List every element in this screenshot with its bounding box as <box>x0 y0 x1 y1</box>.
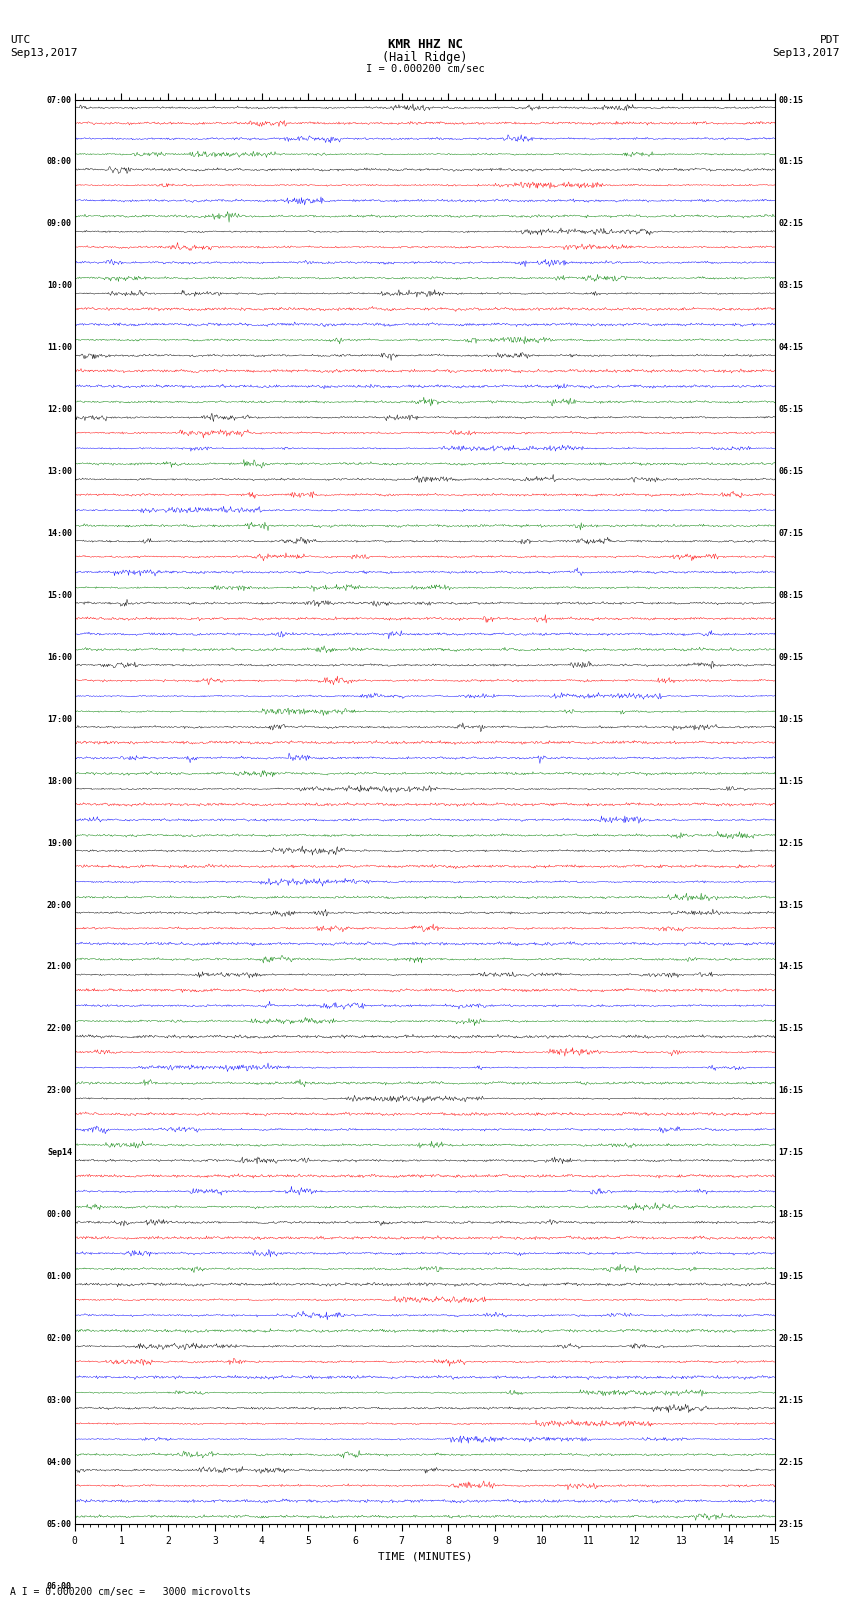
Text: A I = 0.000200 cm/sec =   3000 microvolts: A I = 0.000200 cm/sec = 3000 microvolts <box>10 1587 251 1597</box>
Text: 06:15: 06:15 <box>778 468 803 476</box>
Text: 07:15: 07:15 <box>778 529 803 539</box>
Text: 14:00: 14:00 <box>47 529 72 539</box>
Text: 11:15: 11:15 <box>778 777 803 786</box>
Text: 14:15: 14:15 <box>778 963 803 971</box>
Text: 19:00: 19:00 <box>47 839 72 847</box>
Text: 08:00: 08:00 <box>47 158 72 166</box>
Text: Sep13,2017: Sep13,2017 <box>773 48 840 58</box>
Text: 22:00: 22:00 <box>47 1024 72 1034</box>
Text: I = 0.000200 cm/sec: I = 0.000200 cm/sec <box>366 65 484 74</box>
Text: 05:00: 05:00 <box>47 1519 72 1529</box>
Text: 04:00: 04:00 <box>47 1458 72 1466</box>
X-axis label: TIME (MINUTES): TIME (MINUTES) <box>377 1552 473 1561</box>
Text: 08:15: 08:15 <box>778 590 803 600</box>
Text: 11:00: 11:00 <box>47 344 72 352</box>
Text: 00:15: 00:15 <box>778 95 803 105</box>
Text: 12:15: 12:15 <box>778 839 803 847</box>
Text: 18:00: 18:00 <box>47 777 72 786</box>
Text: (Hail Ridge): (Hail Ridge) <box>382 50 468 65</box>
Text: 05:15: 05:15 <box>778 405 803 415</box>
Text: 12:00: 12:00 <box>47 405 72 415</box>
Text: 18:15: 18:15 <box>778 1210 803 1219</box>
Text: 00:00: 00:00 <box>47 1210 72 1219</box>
Text: 19:15: 19:15 <box>778 1273 803 1281</box>
Text: PDT: PDT <box>819 35 840 45</box>
Text: 23:15: 23:15 <box>778 1519 803 1529</box>
Text: UTC: UTC <box>10 35 31 45</box>
Text: 07:00: 07:00 <box>47 95 72 105</box>
Text: 10:00: 10:00 <box>47 281 72 290</box>
Text: 02:00: 02:00 <box>47 1334 72 1344</box>
Text: 06:00: 06:00 <box>47 1582 72 1590</box>
Text: 17:15: 17:15 <box>778 1148 803 1157</box>
Text: 04:15: 04:15 <box>778 344 803 352</box>
Text: 10:15: 10:15 <box>778 715 803 724</box>
Text: 13:15: 13:15 <box>778 900 803 910</box>
Text: 15:15: 15:15 <box>778 1024 803 1034</box>
Text: 21:15: 21:15 <box>778 1395 803 1405</box>
Text: 03:00: 03:00 <box>47 1395 72 1405</box>
Text: 20:15: 20:15 <box>778 1334 803 1344</box>
Text: 09:00: 09:00 <box>47 219 72 229</box>
Text: 16:15: 16:15 <box>778 1086 803 1095</box>
Text: 23:00: 23:00 <box>47 1086 72 1095</box>
Text: 22:15: 22:15 <box>778 1458 803 1466</box>
Text: 02:15: 02:15 <box>778 219 803 229</box>
Text: 21:00: 21:00 <box>47 963 72 971</box>
Text: 20:00: 20:00 <box>47 900 72 910</box>
Text: 09:15: 09:15 <box>778 653 803 661</box>
Text: 17:00: 17:00 <box>47 715 72 724</box>
Text: 03:15: 03:15 <box>778 281 803 290</box>
Text: 13:00: 13:00 <box>47 468 72 476</box>
Text: 01:15: 01:15 <box>778 158 803 166</box>
Text: 16:00: 16:00 <box>47 653 72 661</box>
Text: KMR HHZ NC: KMR HHZ NC <box>388 37 462 52</box>
Text: Sep14: Sep14 <box>47 1148 72 1157</box>
Text: 01:00: 01:00 <box>47 1273 72 1281</box>
Text: Sep13,2017: Sep13,2017 <box>10 48 77 58</box>
Text: 15:00: 15:00 <box>47 590 72 600</box>
